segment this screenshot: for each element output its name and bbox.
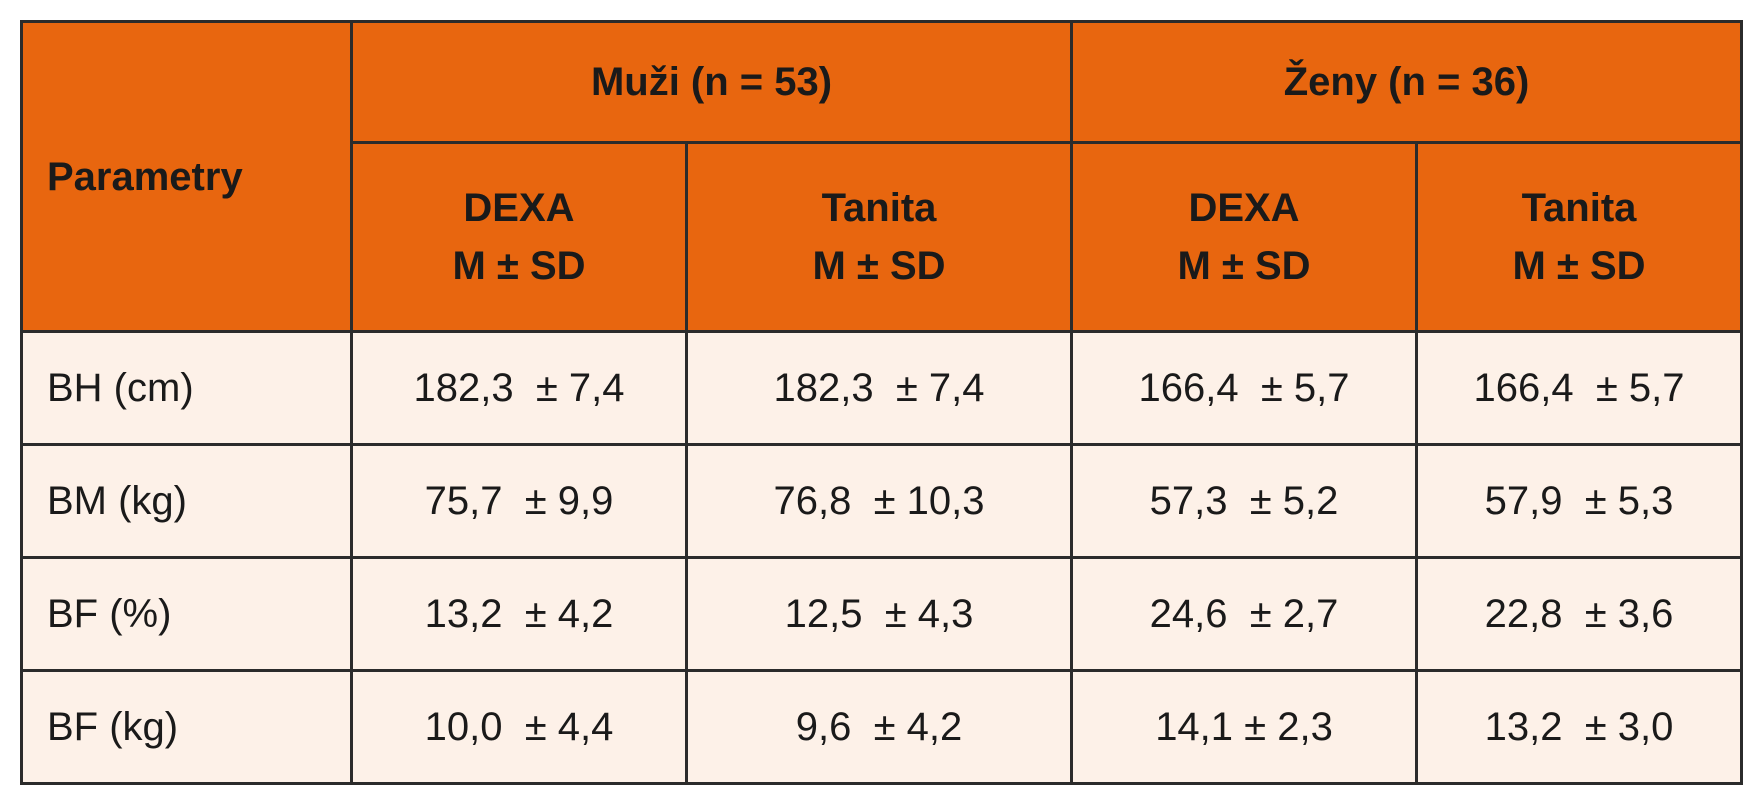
data-cell: 57,3 ± 5,2	[1070, 443, 1419, 559]
data-cell: 10,0 ± 4,4	[350, 669, 688, 785]
row-label: BH (cm)	[20, 330, 353, 446]
subheader: DEXA M ± SD	[350, 141, 688, 333]
header-row: Parametry Muži (n = 53) Ženy (n = 36)	[20, 20, 1744, 333]
subheader-row: DEXA M ± SD Tanita M ± SD DEXA M ± SD Tanita M …	[22, 141, 1744, 333]
row-header: Parametry	[20, 20, 353, 333]
data-cell: 166,4 ± 5,7	[1415, 330, 1744, 446]
data-cell: 75,7 ± 9,9	[350, 443, 688, 559]
group-header: Ženy (n = 36)	[1070, 20, 1744, 144]
subheader: DEXA M ± SD	[1070, 141, 1419, 333]
group-header: Muži (n = 53)	[349, 20, 1074, 144]
stat-label: M ± SD	[1512, 244, 1646, 288]
data-row: BH (cm) 182,3 ± 7,4 182,3 ± 7,4 166,4 ± 5,7…	[20, 330, 1744, 446]
data-cell: 12,5 ± 4,3	[684, 556, 1074, 672]
data-cell: 182,3 ± 7,4	[350, 330, 688, 446]
data-row: BF (kg) 10,0 ± 4,4 9,6 ± 4,2 14,1 ± 2,3 13,2…	[20, 669, 1744, 785]
data-row: BM (kg) 75,7 ± 9,9 76,8 ± 10,3 57,3 ± 5,2 57…	[20, 443, 1744, 559]
data-cell: 13,2 ± 3,0	[1415, 669, 1744, 785]
method-label: DEXA	[463, 186, 575, 230]
method-label: Tanita	[821, 186, 937, 230]
data-cell: 13,2 ± 4,2	[350, 556, 688, 672]
table-head: Parametry Muži (n = 53) Ženy (n = 36) DEXA M…	[20, 20, 1744, 333]
data-cell: 24,6 ± 2,7	[1070, 556, 1419, 672]
subheader: Tanita M ± SD	[1415, 141, 1744, 333]
row-label: BF (%)	[20, 556, 353, 672]
data-cell: 14,1 ± 2,3	[1070, 669, 1419, 785]
method-label: Tanita	[1521, 186, 1637, 230]
row-label: BF (kg)	[20, 669, 353, 785]
row-label: BM (kg)	[20, 443, 353, 559]
data-cell: 182,3 ± 7,4	[684, 330, 1074, 446]
stat-label: M ± SD	[812, 244, 946, 288]
data-cell: 9,6 ± 4,2	[684, 669, 1074, 785]
data-table: Parametry Muži (n = 53) Ženy (n = 36) DEXA M…	[20, 20, 1744, 785]
data-cell: 76,8 ± 10,3	[684, 443, 1074, 559]
data-cell: 57,9 ± 5,3	[1415, 443, 1744, 559]
table-body: BH (cm) 182,3 ± 7,4 182,3 ± 7,4 166,4 ± 5,7…	[20, 330, 1744, 785]
data-row: BF (%) 13,2 ± 4,2 12,5 ± 4,3 24,6 ± 2,7 22,8…	[20, 556, 1744, 672]
data-cell: 166,4 ± 5,7	[1070, 330, 1419, 446]
data-cell: 22,8 ± 3,6	[1415, 556, 1744, 672]
stat-label: M ± SD	[452, 244, 586, 288]
method-label: DEXA	[1188, 186, 1300, 230]
stat-label: M ± SD	[1177, 244, 1311, 288]
subheader: Tanita M ± SD	[684, 141, 1074, 333]
